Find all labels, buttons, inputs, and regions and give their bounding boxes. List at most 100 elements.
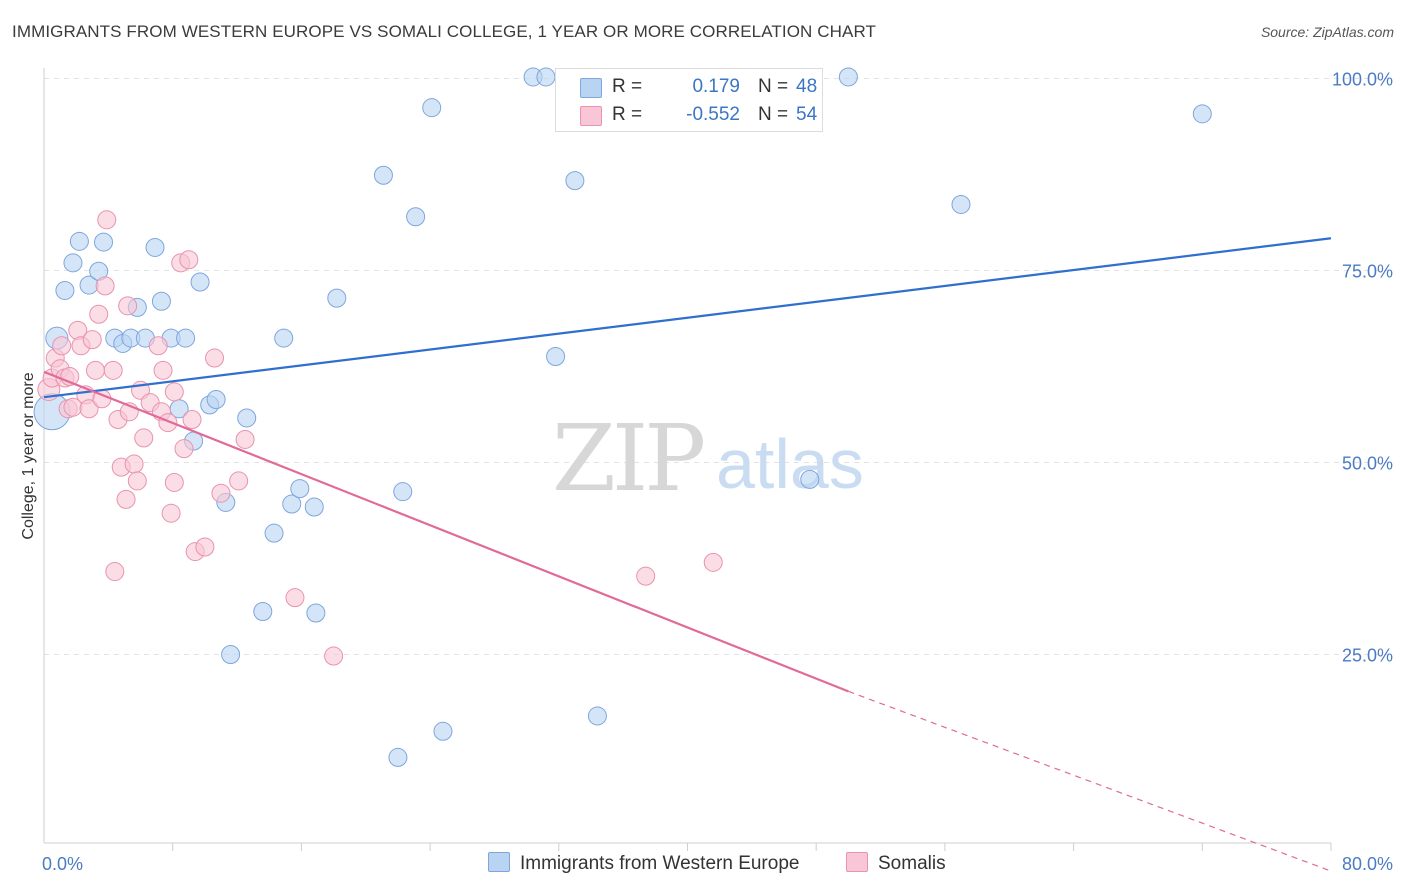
y-tick-label: 75.0% <box>1342 262 1393 282</box>
somalis-point <box>164 382 184 402</box>
somalis-point <box>703 552 723 572</box>
legend-label: Somalis <box>878 853 946 874</box>
somalis-point <box>158 413 178 433</box>
somalis-point <box>118 296 138 316</box>
western-europe-point <box>190 272 210 292</box>
western-europe-point <box>327 288 347 308</box>
axes <box>43 68 1332 851</box>
somalis-point <box>164 472 184 492</box>
somalis-point <box>235 429 255 449</box>
somalis-point <box>127 471 147 491</box>
western-europe-point <box>565 171 585 191</box>
bottom-legend-western-europe[interactable]: Immigrants from Western Europe <box>488 852 799 875</box>
legend-r-label: R = <box>612 104 643 125</box>
somalis-point <box>229 471 249 491</box>
somalis-point <box>174 439 194 459</box>
western-europe-point <box>63 253 83 273</box>
legend-n-label: N = <box>758 104 789 125</box>
western-europe-point <box>145 237 165 257</box>
western-europe-point <box>253 601 273 621</box>
somalis-point <box>211 483 231 503</box>
somalis-point <box>89 304 109 324</box>
source-credit: Source: ZipAtlas.com <box>1260 24 1394 40</box>
somalis-point <box>134 428 154 448</box>
somalis-point <box>285 588 305 608</box>
somalis-trend-extension <box>848 690 1332 872</box>
western-europe-point <box>290 479 310 499</box>
chart-title: IMMIGRANTS FROM WESTERN EUROPE VS SOMALI… <box>12 22 876 41</box>
western-europe-point <box>951 194 971 214</box>
western-europe-point <box>94 232 114 252</box>
somalis-point <box>153 360 173 380</box>
somalis-point <box>97 210 117 230</box>
western-europe-point <box>282 494 302 514</box>
western-europe-point <box>151 291 171 311</box>
y-tick-label: 50.0% <box>1342 454 1393 474</box>
y-axis-label: College, 1 year or more <box>20 372 37 539</box>
legend-swatch-blue <box>580 78 602 98</box>
legend-r-label: R = <box>612 76 643 97</box>
y-tick-label: 100.0% <box>1332 70 1393 90</box>
somalis-point <box>179 250 199 270</box>
legend-swatch-pink <box>846 852 868 872</box>
western-europe-point <box>388 747 408 767</box>
watermark-atlas: atlas <box>716 425 864 503</box>
somalis-point <box>116 489 136 509</box>
somalis-point <box>105 562 125 582</box>
somalis-point <box>79 399 99 419</box>
somalis-point <box>182 409 202 429</box>
western-europe-point <box>176 328 196 348</box>
legend-n-value: 54 <box>796 104 818 125</box>
tick-labels: 25.0% 50.0% 75.0% 100.0% 0.0% 80.0% <box>42 70 1393 875</box>
western-europe-point <box>1192 104 1212 124</box>
legend-label: Immigrants from Western Europe <box>520 853 800 874</box>
western-europe-point <box>373 165 393 185</box>
legend-swatch-pink <box>580 106 602 126</box>
western-europe-point <box>264 523 284 543</box>
somalis-point <box>82 330 102 350</box>
western-europe-point <box>306 603 326 623</box>
western-europe-point <box>422 98 442 118</box>
western-europe-point <box>838 67 858 87</box>
correlation-legend: R = 0.179 N = 48 R = -0.552 N = 54 <box>555 68 823 132</box>
western-europe-point <box>237 408 257 428</box>
legend-r-value: 0.179 <box>692 76 740 97</box>
western-europe-point <box>55 280 75 300</box>
somalis-point <box>636 566 656 586</box>
somalis-point <box>52 336 72 356</box>
somalis-point <box>85 360 105 380</box>
western-europe-point <box>206 390 226 410</box>
legend-n-value: 48 <box>796 76 818 97</box>
bottom-legend-somalis[interactable]: Somalis <box>846 852 946 875</box>
western-europe-point <box>536 67 556 87</box>
western-europe-point <box>433 721 453 741</box>
western-europe-point <box>274 328 294 348</box>
x-tick-label: 0.0% <box>42 854 83 874</box>
legend-r-value: -0.552 <box>686 104 740 125</box>
x-tick-label: 80.0% <box>1342 854 1393 874</box>
western-europe-point <box>587 706 607 726</box>
legend-swatch-blue <box>488 852 510 872</box>
western-europe-point <box>393 482 413 502</box>
somalis-point <box>161 503 181 523</box>
western-europe-point <box>221 645 241 664</box>
western-europe-point <box>69 231 89 251</box>
watermark-zip: ZIP <box>552 405 703 512</box>
legend-n-label: N = <box>758 76 789 97</box>
somalis-point <box>124 454 144 474</box>
western-europe-point <box>304 497 324 517</box>
western-europe-point <box>546 347 566 367</box>
gridlines <box>44 78 1392 655</box>
somalis-point <box>148 336 168 356</box>
somalis-trend-line <box>43 370 849 693</box>
western-europe-point <box>800 469 820 489</box>
somalis-point <box>103 360 123 380</box>
y-tick-label: 25.0% <box>1342 646 1393 666</box>
western-europe-point <box>406 207 426 227</box>
somalis-point <box>324 646 344 666</box>
trend-lines <box>43 237 1332 872</box>
somalis-point <box>205 348 225 368</box>
somalis-point <box>195 537 215 557</box>
western-europe-trend-line <box>43 237 1332 399</box>
